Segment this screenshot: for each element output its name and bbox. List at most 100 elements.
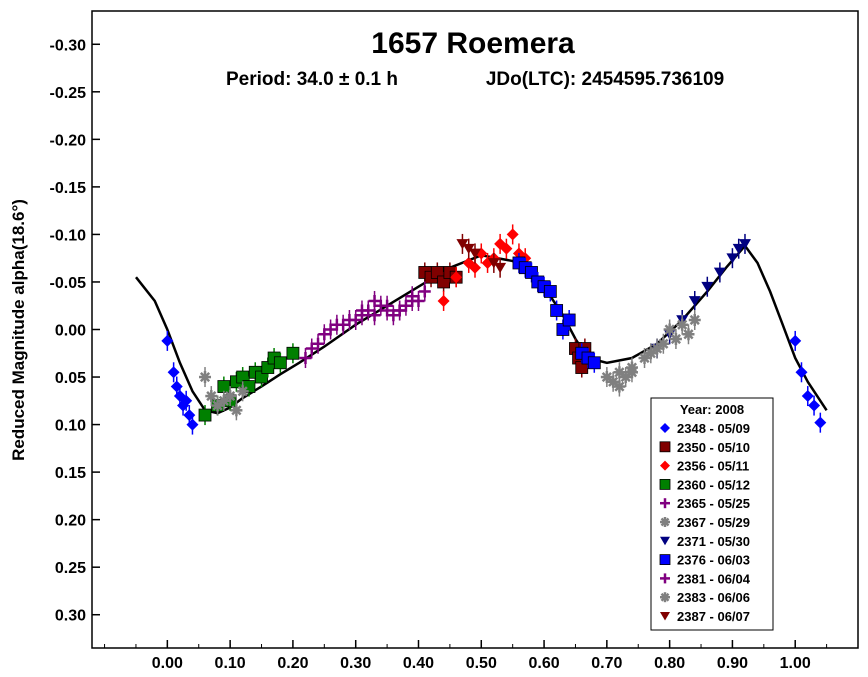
legend-item: 2365 - 05/25: [677, 496, 750, 511]
data-point: [286, 346, 300, 360]
x-tick-label: 0.10: [215, 655, 246, 672]
legend-marker: [660, 517, 670, 527]
legend-marker: [660, 536, 670, 546]
data-point: [562, 313, 576, 327]
legend-marker: [659, 478, 671, 490]
period-label: Period: 34.0 ± 0.1 h: [226, 69, 398, 90]
data-point: [456, 239, 469, 250]
data-point: [186, 418, 199, 431]
x-tick-label: 0.20: [277, 655, 308, 672]
data-point: [682, 328, 695, 341]
legend-title: Year: 2008: [680, 402, 744, 417]
legend-item: 2381 - 06/04: [677, 571, 751, 586]
y-tick-label: 0.05: [55, 370, 86, 387]
legend-item: 2376 - 06/03: [677, 553, 750, 568]
data-point: [676, 318, 689, 331]
legend: Year: 2008 2348 - 05/09 2350 - 05/10 2356 …: [650, 397, 774, 631]
data-point: [795, 366, 808, 379]
y-tick-label: -0.25: [50, 85, 87, 102]
data-point: [343, 313, 356, 326]
data-point: [469, 248, 481, 259]
data-point: [587, 356, 601, 370]
data-point: [330, 318, 343, 331]
data-point: [217, 380, 231, 393]
data-point: [355, 304, 368, 317]
data-point: [368, 309, 381, 322]
data-points: [161, 224, 827, 435]
data-point: [713, 267, 726, 278]
data-point: [273, 356, 287, 370]
x-tick-label: 0.80: [654, 655, 685, 672]
data-point: [550, 304, 564, 317]
data-point: [500, 242, 513, 255]
data-point: [236, 385, 249, 398]
legend-marker: [660, 460, 670, 471]
data-point: [399, 299, 412, 312]
data-point: [381, 299, 394, 312]
y-tick-label: 0.15: [55, 465, 86, 482]
data-point: [613, 366, 626, 379]
legend-item: 2356 - 05/11: [677, 459, 749, 474]
data-point: [324, 323, 337, 336]
data-point: [469, 261, 481, 274]
data-point: [701, 281, 714, 293]
legend-item: 2360 - 05/12: [677, 477, 750, 492]
data-point: [161, 334, 174, 347]
data-point: [199, 371, 212, 384]
legend-marker: [660, 592, 670, 603]
y-tick-label: -0.05: [50, 275, 87, 292]
epoch-label: JDo(LTC): 2454595.736109: [486, 69, 724, 90]
chart-title: 1657 Roemera: [371, 27, 575, 60]
legend-marker: [660, 423, 670, 433]
data-point: [506, 228, 519, 241]
data-point: [663, 323, 676, 336]
data-point: [305, 342, 318, 355]
data-point: [450, 271, 463, 284]
data-point: [657, 337, 670, 350]
x-tick-label: 0.40: [403, 655, 434, 672]
data-point: [224, 390, 237, 403]
data-point: [600, 371, 613, 384]
legend-marker: [660, 498, 670, 509]
data-point: [312, 337, 325, 350]
data-point: [318, 328, 331, 341]
data-point: [462, 243, 475, 255]
data-point: [494, 262, 507, 274]
data-point: [726, 253, 739, 264]
legend-item: 2348 - 05/09: [677, 421, 750, 436]
y-tick-label: 0.00: [55, 323, 86, 340]
x-tick-label: 0.50: [466, 655, 497, 672]
legend-marker: [660, 573, 670, 584]
data-point: [393, 304, 406, 317]
data-point: [230, 404, 243, 417]
data-point: [387, 309, 400, 322]
data-point: [644, 347, 657, 360]
data-point: [789, 334, 802, 347]
data-point: [167, 366, 180, 379]
data-point: [412, 294, 425, 307]
data-point: [205, 390, 218, 403]
data-point: [180, 394, 193, 407]
legend-item: 2350 - 05/10: [677, 440, 750, 455]
x-tick-label: 0.70: [591, 655, 622, 672]
data-point: [543, 285, 557, 298]
legend-marker: [659, 441, 671, 453]
data-point: [738, 239, 751, 250]
y-tick-label: -0.20: [50, 132, 87, 149]
x-tick-label: 0.60: [528, 655, 559, 672]
data-point: [418, 285, 431, 298]
data-point: [801, 390, 814, 403]
data-point: [688, 313, 701, 326]
y-tick-label: 0.25: [55, 560, 86, 577]
legend-item: 2367 - 05/29: [677, 515, 750, 530]
legend-box: [650, 397, 774, 631]
y-tick-label: -0.30: [50, 37, 87, 54]
y-tick-label: 0.20: [55, 513, 86, 530]
data-point: [437, 294, 450, 307]
data-point: [732, 243, 745, 255]
legend-marker: [660, 612, 670, 621]
x-tick-label: 0.90: [717, 655, 748, 672]
y-tick-label: 0.10: [55, 418, 86, 435]
data-point: [669, 333, 682, 346]
legend-marker: [659, 554, 671, 565]
